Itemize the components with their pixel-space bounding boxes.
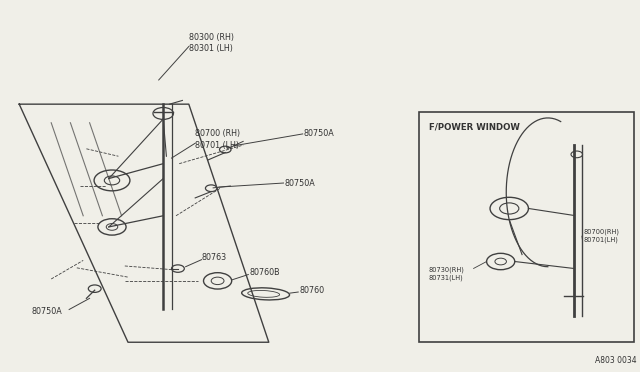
Text: 80730(RH)
80731(LH): 80730(RH) 80731(LH)	[429, 267, 465, 282]
Text: 80300 (RH)
80301 (LH): 80300 (RH) 80301 (LH)	[189, 33, 234, 53]
Text: 80700 (RH)
80701 (LH): 80700 (RH) 80701 (LH)	[195, 129, 241, 150]
Text: 80750A: 80750A	[32, 307, 63, 316]
Text: 80750A: 80750A	[285, 179, 316, 187]
Text: 80700(RH)
80701(LH): 80700(RH) 80701(LH)	[583, 229, 619, 243]
Text: 80760: 80760	[300, 286, 324, 295]
Text: A803 0034: A803 0034	[595, 356, 637, 365]
Text: 80763: 80763	[202, 253, 227, 262]
Text: F/POWER WINDOW: F/POWER WINDOW	[429, 122, 520, 131]
Bar	[419, 112, 634, 342]
Text: 80750A: 80750A	[304, 129, 335, 138]
Text: 80760B: 80760B	[250, 268, 280, 277]
